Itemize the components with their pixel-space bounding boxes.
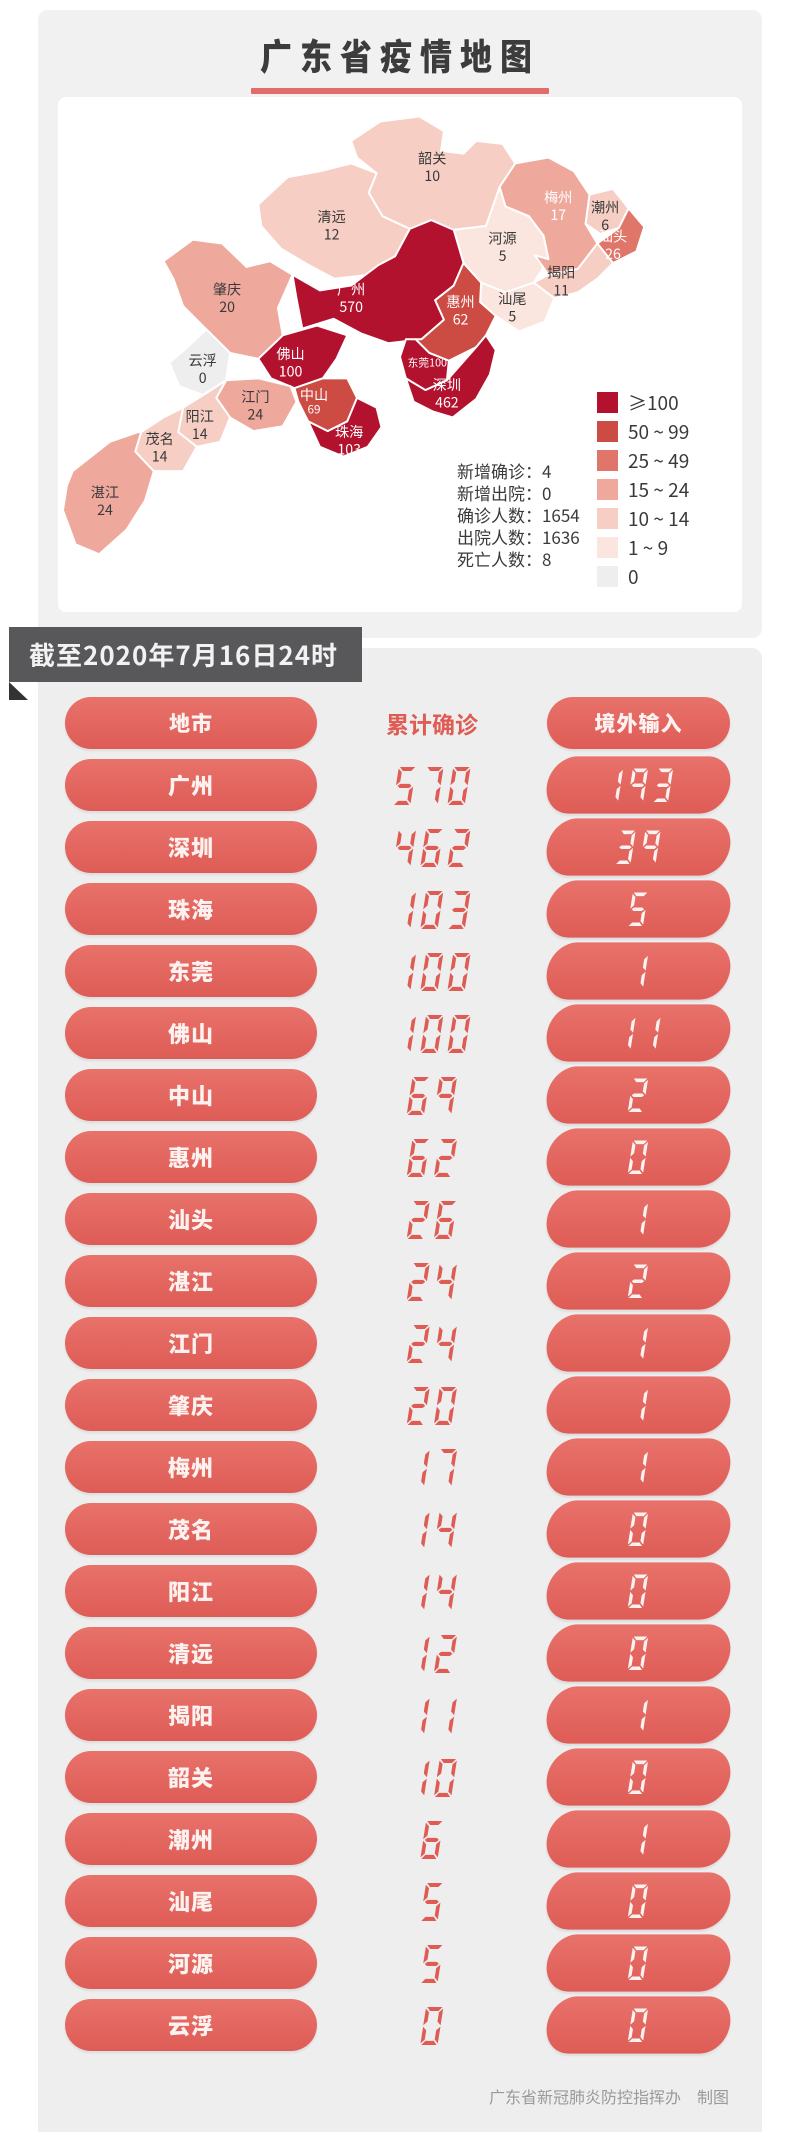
svg-text:0: 0: [199, 368, 207, 388]
svg-text:5: 5: [508, 307, 516, 327]
svg-text:570: 570: [339, 297, 363, 317]
svg-text:100: 100: [279, 361, 303, 381]
svg-text:24: 24: [97, 500, 113, 520]
svg-text:24: 24: [248, 404, 264, 424]
svg-text:5: 5: [499, 246, 507, 266]
svg-text:10: 10: [424, 166, 440, 186]
svg-text:14: 14: [192, 424, 208, 444]
svg-text:12: 12: [324, 225, 340, 245]
svg-text:26: 26: [605, 244, 621, 264]
svg-text:20: 20: [219, 297, 235, 317]
svg-text:103: 103: [337, 440, 361, 460]
svg-text:62: 62: [453, 310, 469, 330]
svg-text:69: 69: [308, 401, 321, 418]
svg-text:17: 17: [550, 205, 566, 225]
svg-text:14: 14: [152, 446, 168, 466]
svg-text:462: 462: [435, 393, 459, 413]
svg-text:11: 11: [553, 280, 569, 300]
svg-text:东莞100: 东莞100: [408, 356, 447, 371]
